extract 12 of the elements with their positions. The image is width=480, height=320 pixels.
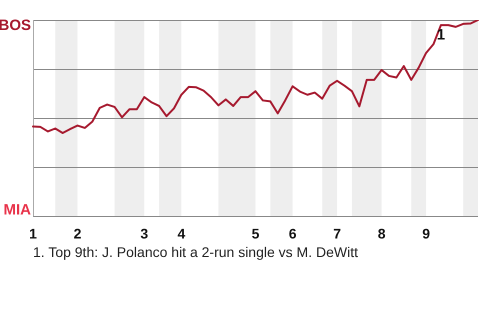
x-tick-label: 5 (252, 225, 260, 242)
x-tick-label: 9 (422, 225, 430, 242)
x-tick-label: 4 (177, 225, 186, 242)
x-tick-label: 2 (74, 225, 82, 242)
annotation: 1 (436, 26, 446, 44)
x-tick-label: 8 (378, 225, 386, 242)
x-tick-label: 3 (140, 225, 148, 242)
x-tick-label: 6 (288, 225, 297, 242)
text: 1. Top 9th: J. Polanco hit a 2-run single vs M. DeWitt (33, 244, 358, 261)
text: MIA (4, 201, 32, 218)
x-tick-label: 1 (29, 225, 38, 242)
x-tick-label: 7 (333, 225, 342, 242)
